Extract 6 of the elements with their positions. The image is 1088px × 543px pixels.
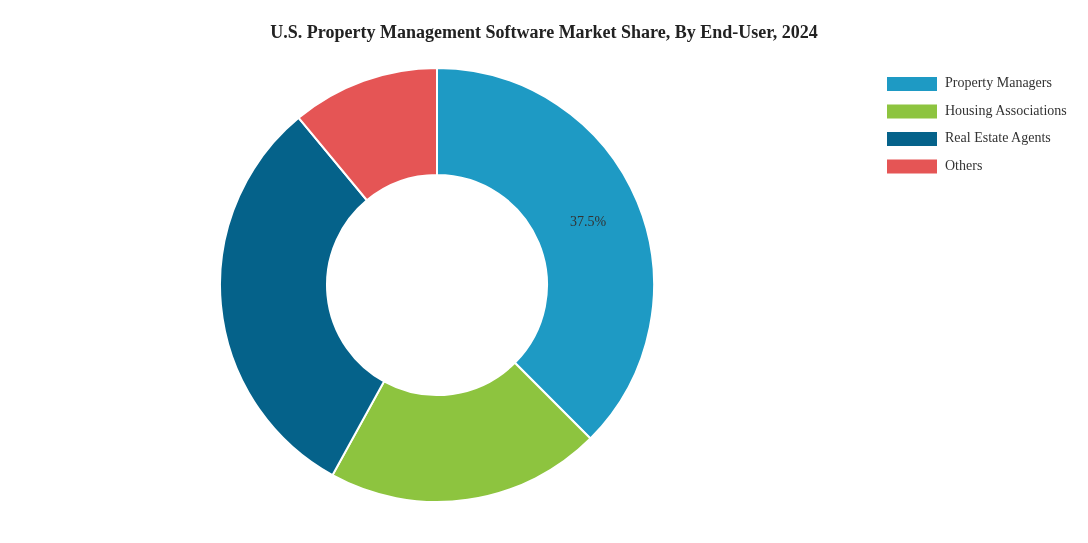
data-label: 37.5% bbox=[569, 213, 607, 229]
legend-label: Housing Associations bbox=[945, 102, 1067, 118]
legend-label: Others bbox=[945, 157, 983, 173]
legend-label: Property Managers bbox=[945, 75, 1052, 91]
chart-title: U.S. Property Management Software Market Share, By End-User, 2024 bbox=[270, 22, 818, 42]
legend-label: Real Estate Agents bbox=[945, 130, 1051, 146]
